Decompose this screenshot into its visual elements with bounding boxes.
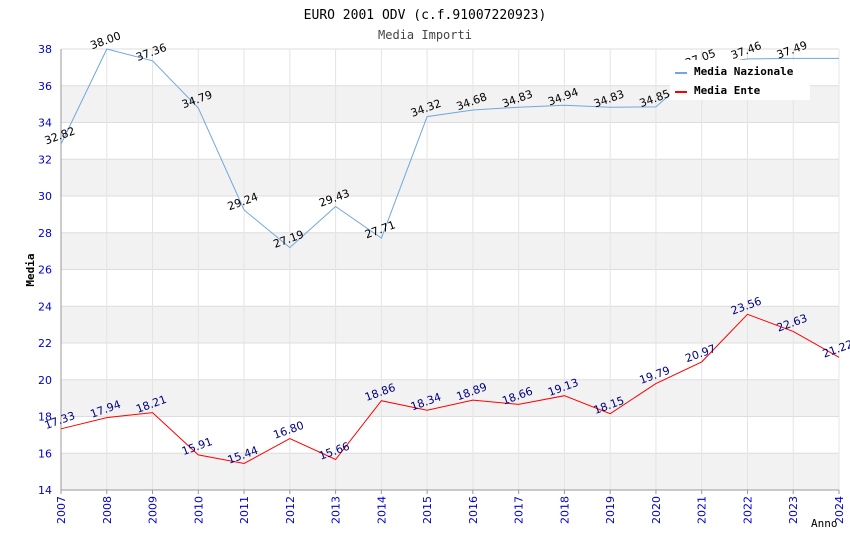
y-tick-label: 18 — [38, 411, 52, 424]
x-tick-label: 2021 — [696, 496, 709, 524]
x-tick-label: 2012 — [284, 496, 297, 524]
x-tick-label: 2015 — [421, 496, 434, 524]
x-tick-label: 2022 — [741, 496, 754, 524]
x-tick-label: 2019 — [604, 496, 617, 524]
series-line-1 — [60, 313, 840, 465]
y-tick-label: 26 — [38, 264, 52, 277]
data-label: 20.97 — [683, 342, 717, 365]
grid-band — [61, 232, 839, 270]
x-tick-label: 2020 — [650, 496, 663, 524]
y-tick-label: 34 — [38, 117, 52, 130]
x-tick-label: 2013 — [330, 496, 343, 524]
x-tick-label: 2023 — [787, 496, 800, 524]
x-axis-label: Anno — [811, 517, 838, 530]
x-tick-label: 2009 — [147, 496, 160, 524]
x-tick-label: 2007 — [55, 496, 68, 524]
grid-band — [61, 159, 839, 196]
x-tick-label: 2024 — [833, 496, 846, 524]
legend-label-ente: Media Ente — [694, 84, 761, 97]
x-tick-label: 2008 — [101, 496, 114, 524]
x-tick-label: 2011 — [238, 496, 251, 524]
background-bands — [61, 85, 839, 490]
legend-box — [670, 60, 810, 100]
x-axis-ticks: 2007 2008 2009 2010 2011 2012 2013 2014 2015 2016… — [55, 496, 846, 524]
y-tick-label: 24 — [38, 300, 52, 313]
y-axis-ticks: 14 16 18 20 22 24 26 28 30 32 34 36 38 — [38, 43, 52, 497]
y-tick-label: 38 — [38, 43, 52, 56]
y-tick-label: 32 — [38, 153, 52, 166]
y-axis-label: Media — [24, 253, 37, 286]
y-tick-label: 30 — [38, 190, 52, 203]
y-tick-label: 14 — [38, 484, 52, 497]
x-tick-label: 2018 — [558, 496, 571, 524]
chart-title: EURO 2001 ODV (c.f.91007220923) — [304, 8, 547, 23]
y-tick-label: 28 — [38, 227, 52, 240]
legend: Media Nazionale Media Ente — [670, 60, 810, 100]
y-tick-label: 36 — [38, 80, 52, 93]
chart-subtitle: Media Importi — [378, 28, 472, 42]
grid-band — [61, 453, 839, 490]
x-tick-label: 2010 — [192, 496, 205, 524]
x-tick-label: 2016 — [467, 496, 480, 524]
x-tick-label: 2017 — [513, 496, 526, 524]
y-tick-label: 16 — [38, 447, 52, 460]
gridlines — [60, 48, 840, 494]
legend-label-national: Media Nazionale — [694, 65, 794, 78]
grid-band — [61, 306, 839, 343]
grid-band — [61, 379, 839, 417]
data-label: 16.80 — [272, 419, 306, 442]
x-tick-label: 2014 — [375, 496, 388, 524]
y-tick-label: 20 — [38, 374, 52, 387]
y-tick-label: 22 — [38, 337, 52, 350]
